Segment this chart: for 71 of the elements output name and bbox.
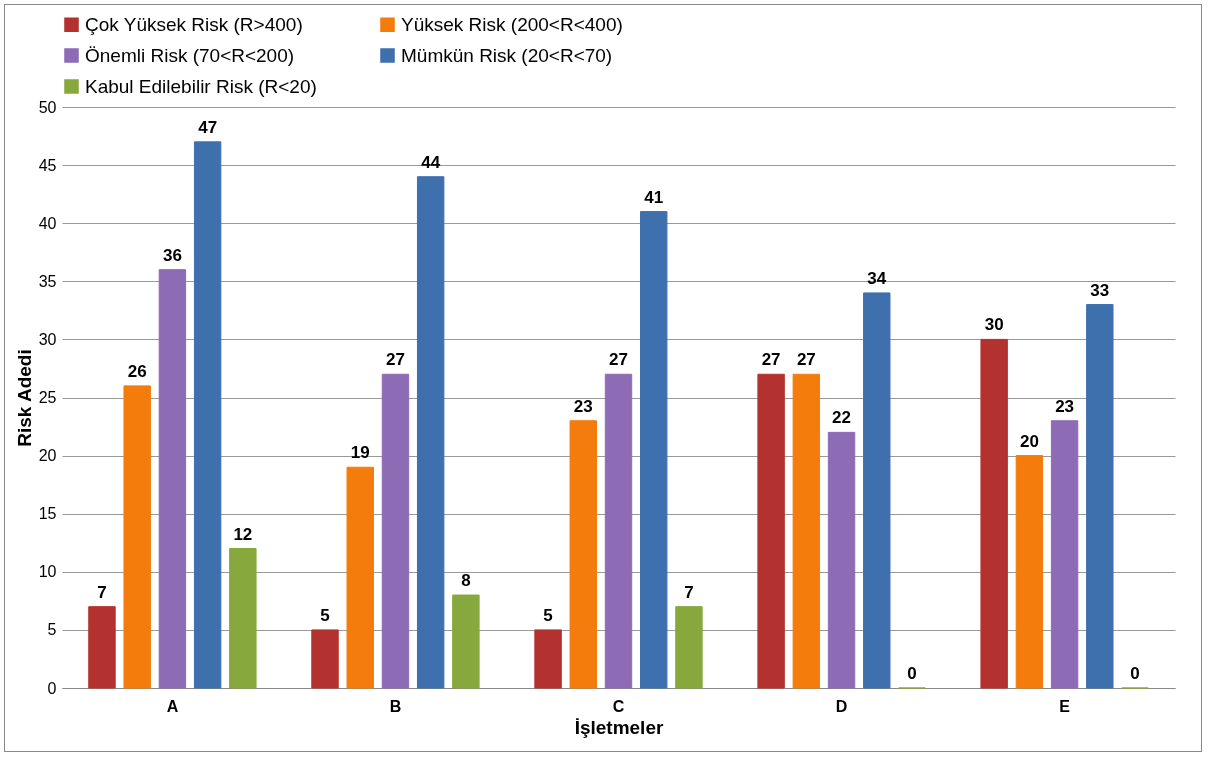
y-tick-label: 25: [38, 389, 57, 406]
data-label: 47: [198, 117, 218, 137]
x-tick-label: B: [389, 697, 402, 715]
bar: [311, 629, 339, 689]
bar: [792, 373, 821, 689]
y-axis-title: Risk Adedi: [13, 349, 35, 447]
y-tick-label: 15: [38, 505, 57, 523]
y-tick-label: 10: [38, 563, 57, 581]
data-label: 26: [127, 361, 147, 381]
data-label: 5: [320, 605, 330, 625]
bar: [158, 269, 187, 689]
data-label: 20: [1019, 431, 1039, 451]
y-tick-label: 5: [47, 621, 57, 639]
bar: [534, 629, 562, 689]
y-tick-label: 30: [38, 330, 57, 348]
legend-label: Çok Yüksek Risk (R>400): [85, 13, 303, 35]
data-label: 8: [461, 571, 471, 591]
y-tick-label: 50: [38, 98, 57, 116]
data-label: 27: [385, 350, 405, 370]
bar: [123, 385, 151, 689]
bar: [675, 606, 703, 689]
x-tick-label: C: [612, 697, 625, 715]
data-label: 23: [573, 396, 593, 416]
legend-label: Kabul Edilebilir Risk (R<20): [85, 75, 317, 97]
data-label: 44: [421, 152, 441, 172]
data-label: 36: [162, 245, 182, 265]
data-label: 0: [1130, 664, 1140, 683]
bar: [757, 373, 785, 689]
data-label: 0: [907, 664, 917, 683]
legend-label: Önemli Risk (70<R<200): [85, 44, 295, 66]
bar: [416, 176, 445, 689]
x-tick-label: D: [835, 697, 848, 715]
y-tick-label: 0: [47, 679, 57, 697]
data-label: 12: [233, 524, 253, 544]
bar: [1015, 455, 1044, 689]
legend-label: Mümkün Risk (20<R<70): [401, 44, 613, 66]
data-label: 41: [644, 187, 664, 207]
bar: [229, 548, 257, 689]
bar: [88, 606, 116, 689]
data-label: 27: [609, 350, 628, 370]
bar: [346, 466, 374, 689]
data-label: 7: [684, 582, 694, 602]
data-label: 22: [832, 408, 852, 428]
bar: [452, 594, 480, 689]
bar: [1086, 304, 1114, 689]
y-tick-label: 20: [38, 447, 57, 465]
data-label: 23: [1055, 396, 1075, 416]
data-label: 27: [761, 350, 781, 370]
bar: [863, 292, 891, 689]
data-label: 5: [543, 605, 553, 625]
bar: [569, 420, 597, 689]
y-tick-label: 35: [38, 272, 57, 290]
data-label: 30: [984, 315, 1004, 335]
bar: [604, 373, 633, 689]
bar: [640, 211, 668, 689]
x-tick-label: A: [166, 697, 179, 715]
bar: [193, 141, 222, 689]
y-tick-label: 40: [38, 214, 57, 232]
data-label: 7: [97, 582, 107, 602]
x-axis-title: İşletmeler: [574, 716, 664, 738]
bar: [381, 373, 410, 689]
bar: [980, 338, 1008, 689]
legend-label: Yüksek Risk (200<R<400): [401, 13, 623, 35]
data-label: 34: [867, 268, 887, 288]
x-tick-label: E: [1059, 697, 1071, 715]
bar: [827, 431, 856, 689]
data-label: 33: [1090, 280, 1110, 300]
y-tick-label: 45: [38, 156, 57, 174]
data-label: 19: [350, 443, 370, 463]
bar: [1050, 420, 1079, 689]
data-label: 27: [796, 350, 816, 370]
